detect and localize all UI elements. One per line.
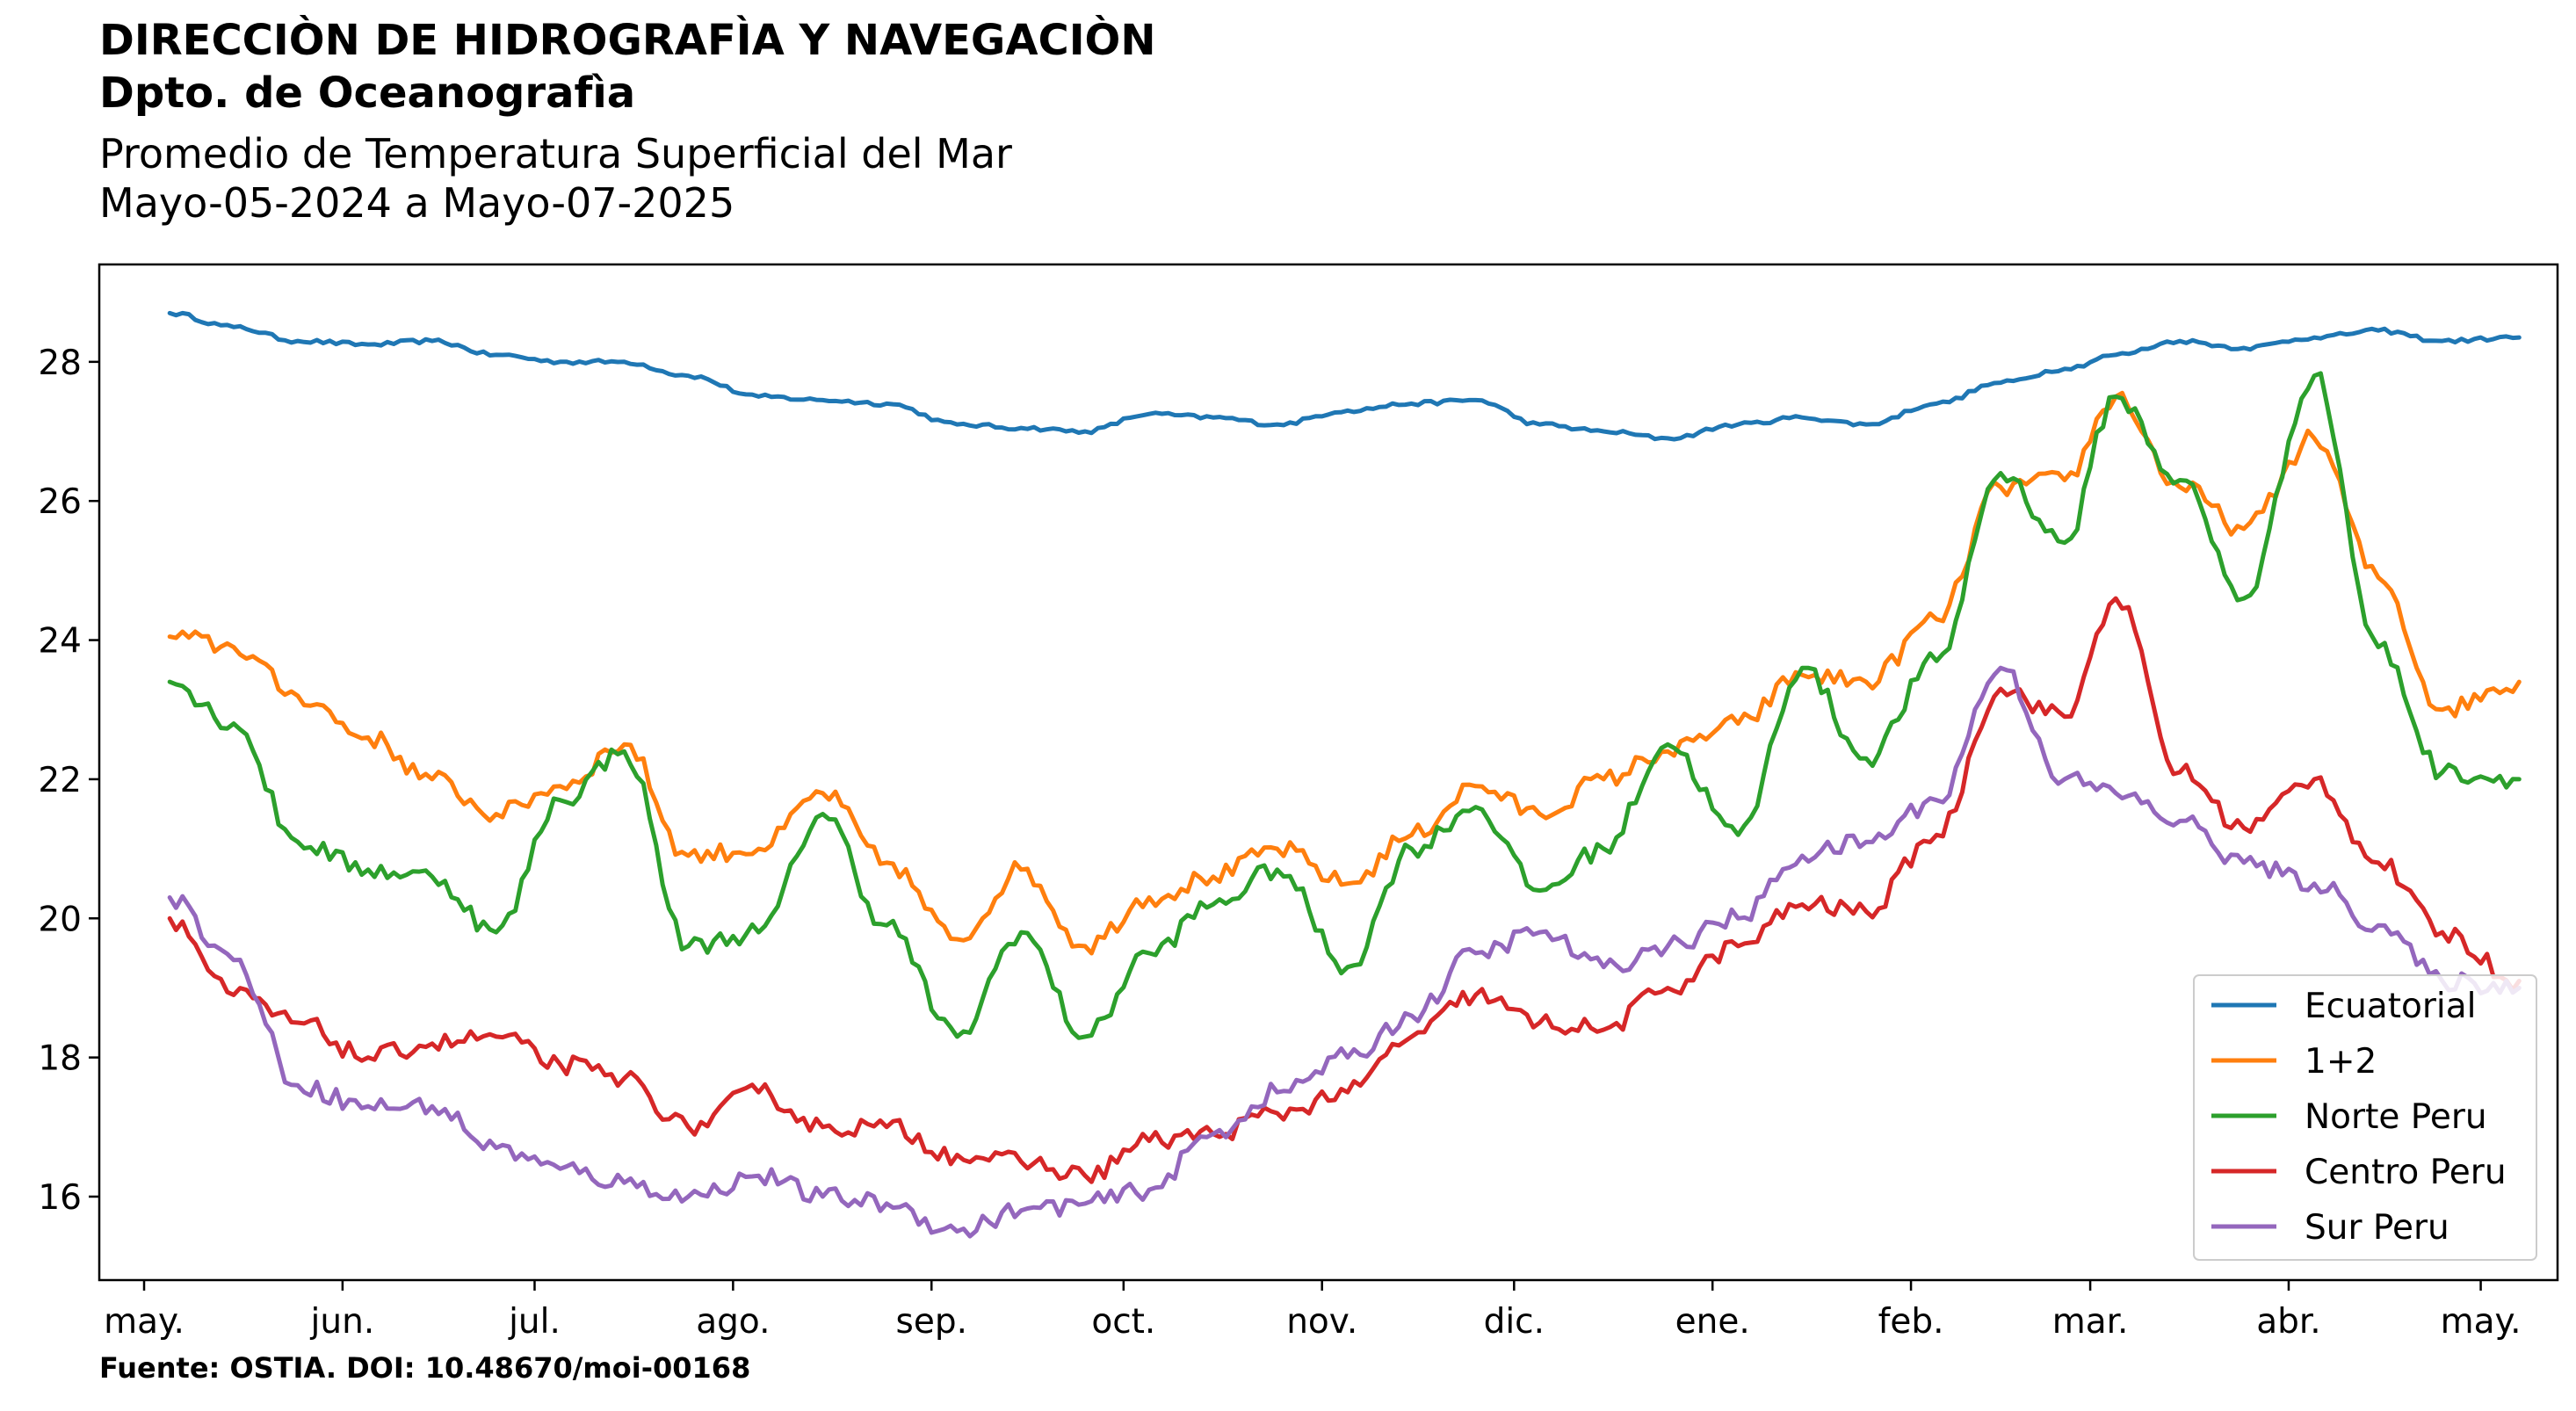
- x-tick-label: feb.: [1878, 1302, 1944, 1342]
- x-tick-label: may.: [2441, 1302, 2522, 1342]
- x-tick-label: ene.: [1675, 1302, 1750, 1342]
- series-line-ecuatorial: [167, 310, 2522, 442]
- x-tick-label: sep.: [896, 1302, 967, 1342]
- legend-label: Ecuatorial: [2305, 987, 2476, 1026]
- series-line-centro-peru: [167, 596, 2522, 1184]
- legend-box: [2193, 974, 2537, 1261]
- axis-layer: 16 18 20 22 24 26 28 may. jun. jul. ago. sep. oct. no…: [38, 344, 2521, 1342]
- source-note: Fuente: OSTIA. DOI: 10.48670/moi-00168: [99, 1351, 751, 1385]
- series-line-norte-peru: [167, 371, 2522, 1040]
- header-subtitle: Dpto. de Oceanografìa: [99, 69, 636, 118]
- legend-label: Norte Peru: [2305, 1097, 2487, 1137]
- legend-label: Centro Peru: [2305, 1153, 2507, 1192]
- chart-date-range: Mayo-05-2024 a Mayo-07-2025: [99, 179, 735, 227]
- x-tick-label: mar.: [2052, 1302, 2129, 1342]
- y-tick-label: 16: [38, 1178, 82, 1218]
- header-title: DIRECCIÒN DE HIDROGRAFÌA Y NAVEGACIÒN: [99, 16, 1156, 65]
- y-tick-label: 24: [38, 622, 82, 662]
- x-tick-label: oct.: [1091, 1302, 1155, 1342]
- y-tick-label: 22: [38, 761, 82, 800]
- y-tick-label: 28: [38, 344, 82, 383]
- series-line-sur-peru: [167, 665, 2522, 1239]
- chart-title: Promedio de Temperatura Superficial del …: [99, 130, 1012, 177]
- x-tick-label: jul.: [508, 1302, 561, 1342]
- x-tick-label: dic.: [1484, 1302, 1545, 1342]
- series-layer: [167, 310, 2522, 1239]
- x-tick-label: jun.: [310, 1302, 375, 1342]
- x-tick-label: ago.: [696, 1302, 770, 1342]
- legend: Ecuatorial 1+2 Norte Peru Centro Peru Sur Pe…: [2193, 974, 2537, 1261]
- y-tick-label: 20: [38, 900, 82, 939]
- x-tick-label: abr.: [2256, 1302, 2321, 1342]
- x-tick-label: may.: [104, 1302, 185, 1342]
- legend-label: 1+2: [2305, 1042, 2377, 1082]
- legend-label: Sur Peru: [2305, 1208, 2449, 1248]
- y-tick-label: 18: [38, 1039, 82, 1079]
- x-tick-label: nov.: [1286, 1302, 1357, 1342]
- plot-frame: [98, 263, 2559, 1282]
- y-tick-label: 26: [38, 482, 82, 522]
